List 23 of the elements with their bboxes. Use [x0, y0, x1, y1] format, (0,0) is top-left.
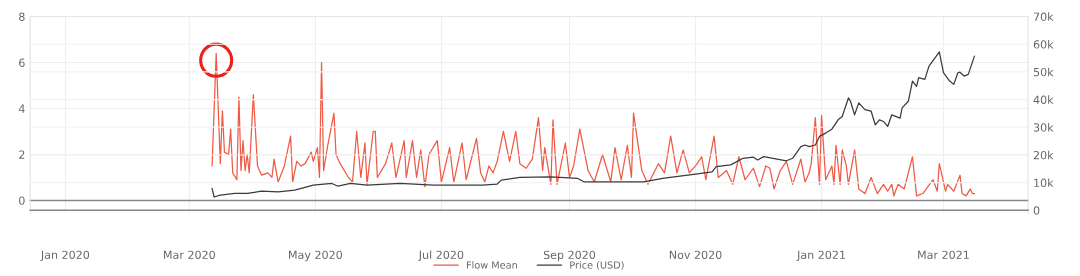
y2-tick-label: 40k [1033, 95, 1054, 104]
legend-label: Flow Mean [466, 261, 517, 269]
legend-label: Price (USD) [570, 261, 624, 270]
y2-tick-label: 0 [1033, 206, 1040, 215]
x-tick-label: May 2020 [289, 250, 343, 262]
x-tick-label: Jul 2020 [418, 250, 464, 262]
x-tick-label: Jan 2021 [796, 250, 845, 262]
x-tick-label: Nov 2020 [669, 250, 722, 260]
y2-tick-label: 30k [1033, 123, 1054, 132]
x-tick-label: Jan 2020 [40, 250, 90, 262]
y2-tick-label: 10k [1034, 178, 1054, 188]
x-tick-label: Mar 2020 [164, 250, 215, 260]
y-tick-label: 0 [19, 196, 25, 205]
y2-tick-label: 50k [1033, 67, 1054, 77]
x-tick-label: Sep 2020 [543, 250, 596, 262]
y2-tick-label: 70k [1033, 12, 1054, 21]
y-tick-label: 8 [19, 12, 25, 21]
y-tick-label: 4 [18, 104, 25, 113]
y2-tick-label: 20k [1033, 150, 1054, 160]
y-tick-label: 2 [19, 150, 25, 159]
y-tick-label: 6 [19, 58, 25, 67]
y2-tick-label: 60k [1033, 40, 1054, 49]
x-tick-label: Mar 2021 [918, 250, 969, 260]
